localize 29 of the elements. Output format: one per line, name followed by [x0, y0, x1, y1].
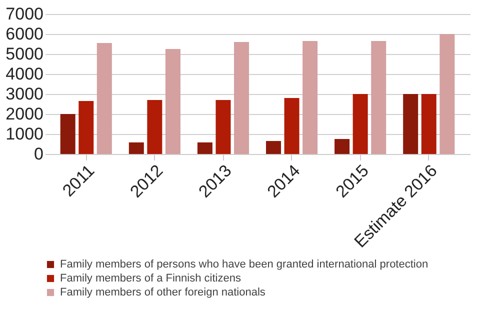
- legend-label: Family members of persons who have been granted international protection: [60, 258, 428, 270]
- bar: [165, 49, 180, 154]
- bar: [234, 42, 250, 154]
- y-tick-label: 4000: [6, 64, 44, 84]
- bar: [78, 101, 94, 154]
- bar: [266, 141, 281, 154]
- bar: [302, 41, 318, 154]
- y-tick-label: 3000: [6, 84, 44, 104]
- bar: [371, 41, 386, 154]
- bar: [352, 94, 368, 154]
- y-tick-label: 7000: [6, 4, 44, 24]
- bar: [216, 100, 231, 154]
- bar: [284, 98, 300, 154]
- bar: [96, 43, 112, 154]
- y-tick-label: 1000: [6, 124, 44, 144]
- bar: [147, 100, 162, 154]
- bar: [334, 139, 350, 154]
- bar: [197, 142, 212, 154]
- y-tick-label: 2000: [6, 104, 44, 124]
- y-tick-label: 5000: [6, 44, 44, 64]
- y-tick-label: 6000: [6, 24, 44, 44]
- legend-label: Family members of other foreign nationals: [60, 286, 266, 298]
- bar: [421, 94, 436, 154]
- legend-label: Family members of a Finnish citizens: [60, 272, 242, 284]
- bar: [440, 34, 455, 154]
- bar: [60, 114, 76, 154]
- bar: [403, 94, 418, 154]
- bar: [128, 142, 144, 154]
- y-tick-label: 0: [34, 144, 44, 164]
